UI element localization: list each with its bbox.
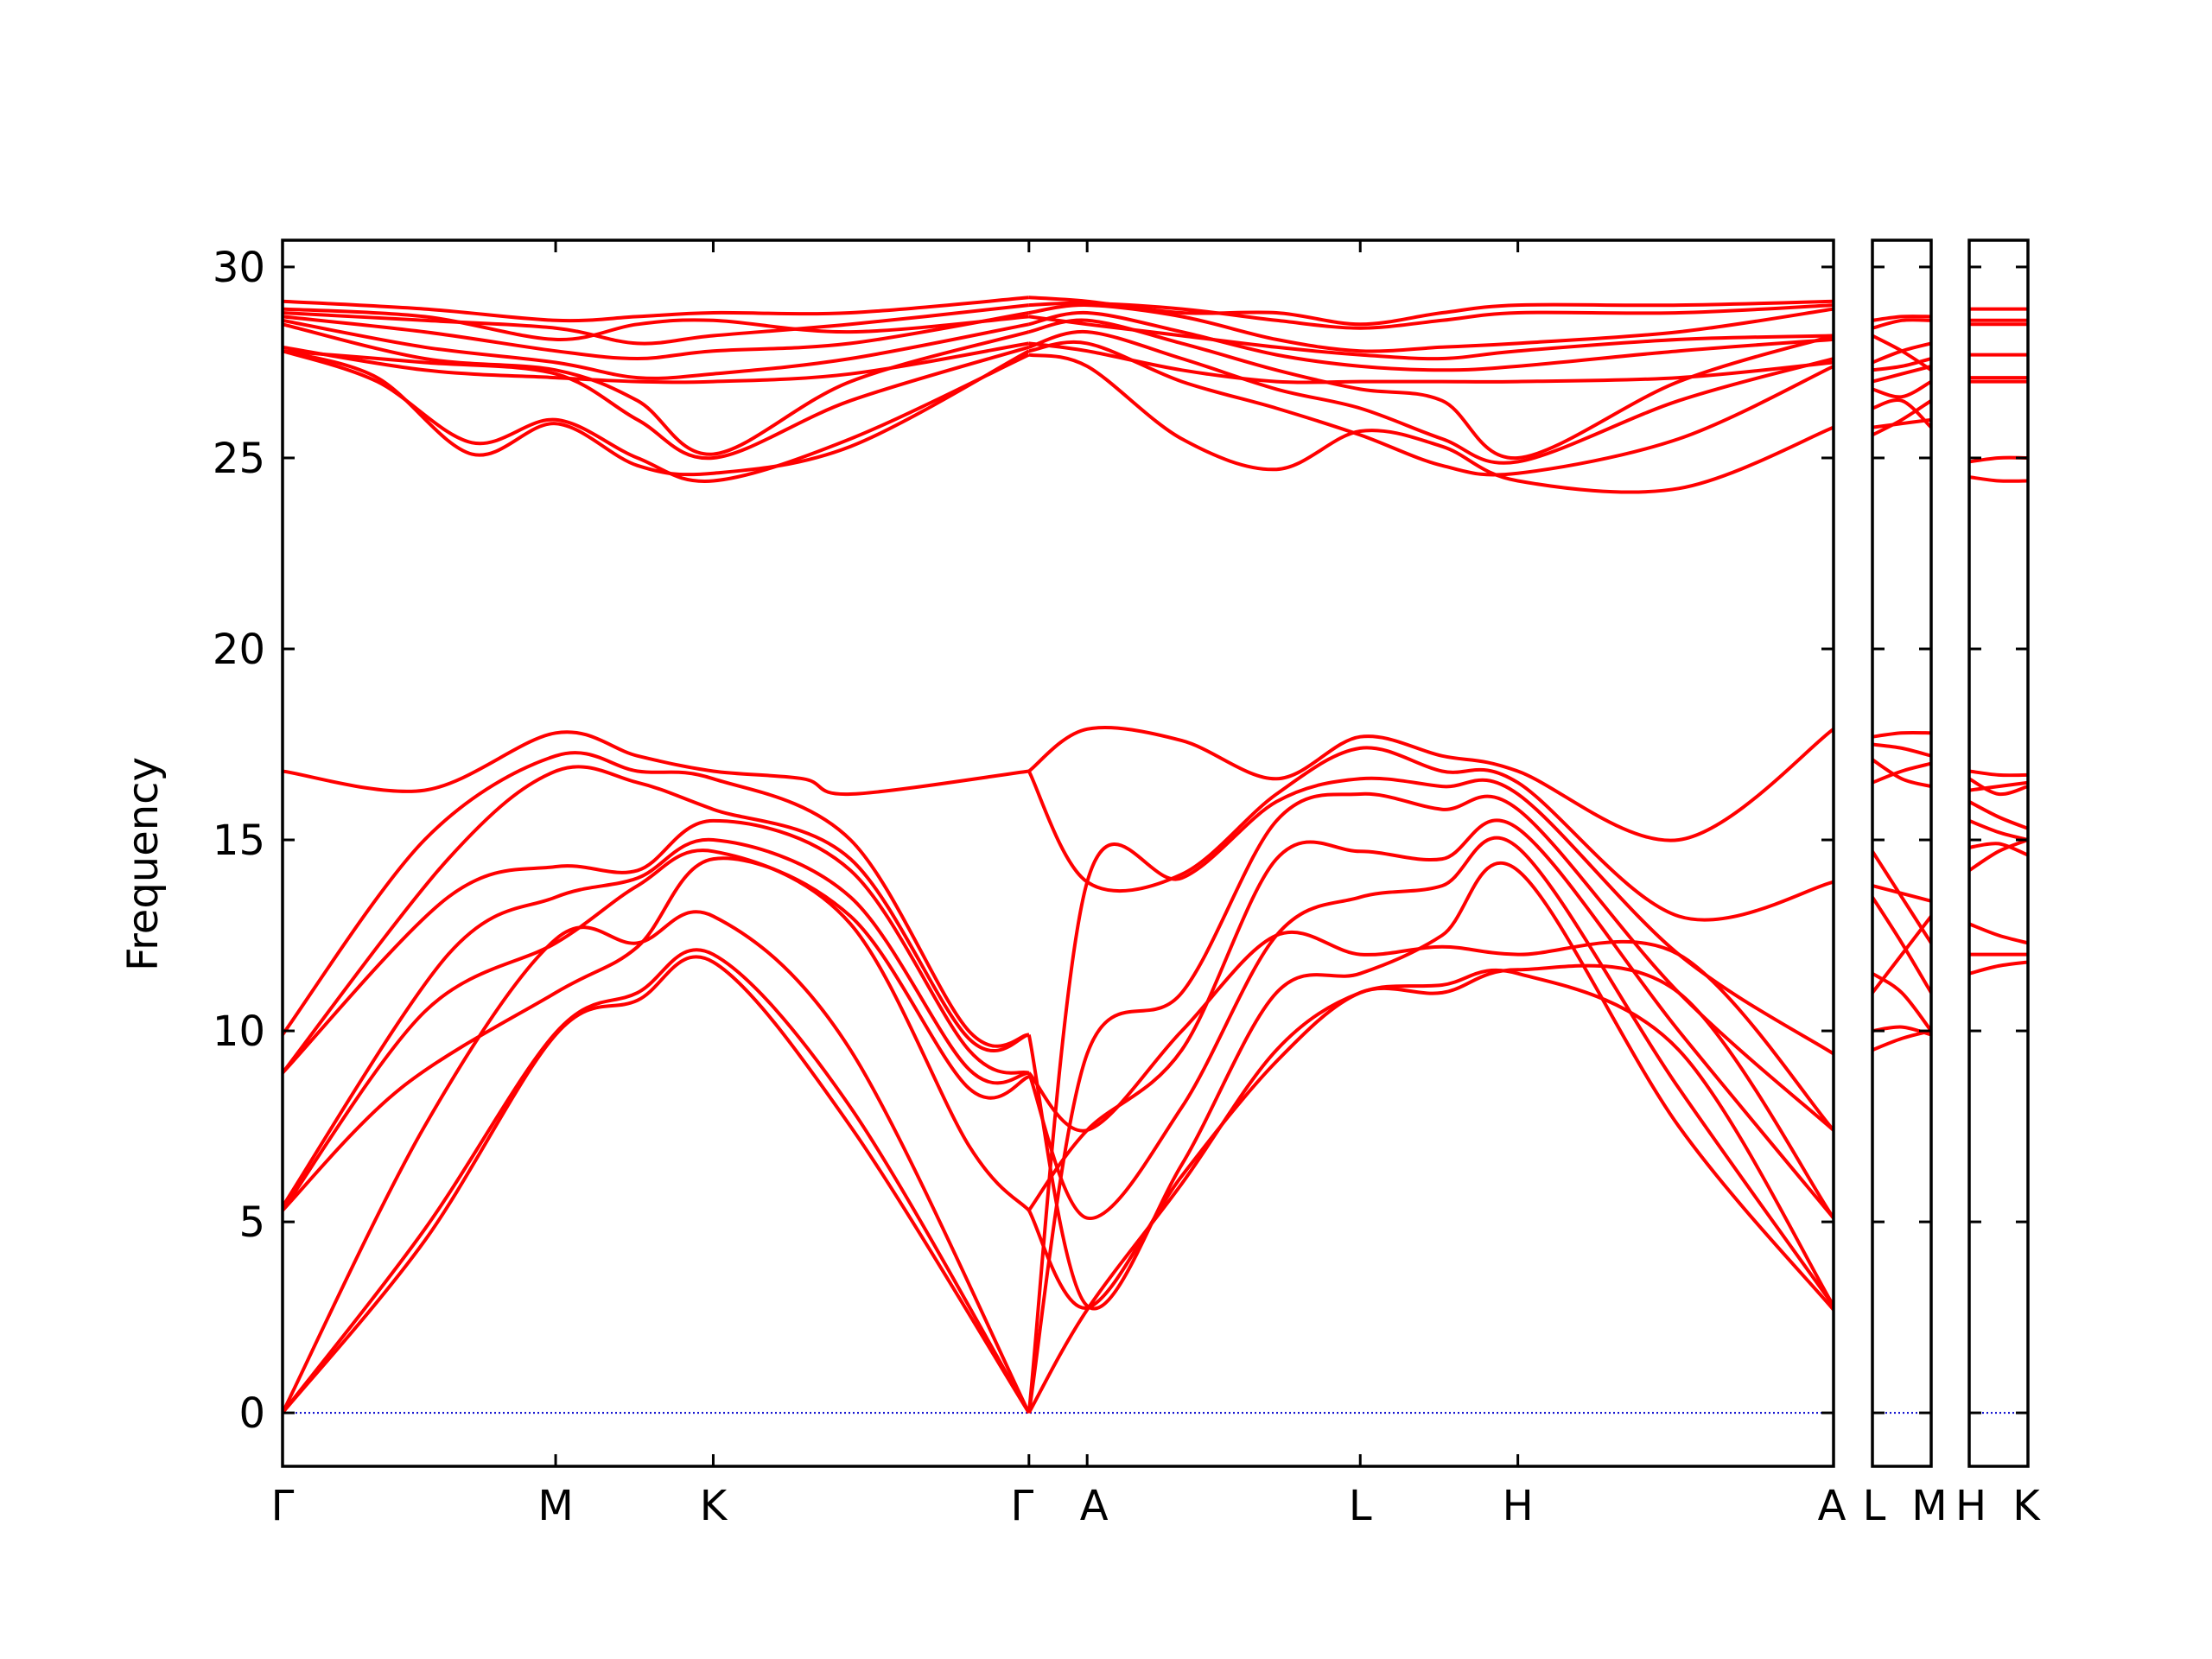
band-line: [283, 296, 1029, 323]
band-line: [283, 955, 1031, 1414]
band-line: [1872, 850, 1931, 944]
y-tick-label: 25: [213, 435, 265, 483]
band-line: [1969, 475, 2028, 483]
band-line: [1872, 896, 1931, 994]
band-line: [1872, 397, 1931, 429]
band-line: [1027, 963, 1834, 1310]
x-tick-label: L: [1349, 1482, 1372, 1530]
band-line: [1872, 364, 1931, 384]
band-line: [1872, 399, 1931, 437]
band-line: [1028, 301, 1834, 330]
band-line: [1027, 776, 1834, 1414]
band-line: [283, 837, 1030, 1208]
band-line: [283, 730, 1030, 797]
band-line: [1872, 971, 1931, 1033]
band-line: [1028, 341, 1834, 385]
band-line: [283, 307, 1029, 341]
band-line: [1027, 836, 1834, 1307]
x-tick-label: Γ: [271, 1482, 295, 1530]
band-line: [1028, 315, 1834, 361]
band-line: [283, 341, 1030, 385]
band-line: [1872, 379, 1931, 399]
band-line: [1027, 930, 1834, 1133]
band-line: [283, 345, 1030, 461]
band-line: [283, 910, 1031, 1414]
x-tick-label: H: [1955, 1482, 1986, 1530]
band-line: [283, 818, 1030, 1075]
band-line: [1969, 842, 2028, 857]
band-line: [283, 322, 1030, 456]
band-line: [1872, 730, 1931, 739]
band-line: [1027, 746, 1834, 922]
x-tick-label: M: [537, 1482, 573, 1530]
band-line: [1027, 791, 1834, 1414]
band-line: [1969, 777, 2028, 797]
plot-area: [283, 296, 2028, 1414]
band-line: [283, 311, 1030, 360]
y-tick-label: 15: [213, 817, 265, 865]
band-line: [283, 765, 1030, 1074]
band-line: [1872, 915, 1931, 995]
x-tick-label: A: [1080, 1482, 1109, 1530]
y-tick-label: 30: [213, 244, 265, 292]
x-tick-label: L: [1863, 1482, 1886, 1530]
band-line: [1028, 353, 1834, 494]
band-line: [1028, 296, 1834, 327]
band-line: [1027, 726, 1834, 842]
band-line: [1872, 318, 1931, 330]
band-line: [283, 856, 1030, 1212]
band-line: [1872, 742, 1931, 758]
band-line: [283, 349, 1030, 477]
band-line: [1872, 334, 1931, 372]
band-line: [1969, 769, 2028, 778]
band-line: [1027, 818, 1834, 1219]
band-line: [1028, 310, 1834, 372]
band-line: [1969, 960, 2028, 976]
band-line: [283, 318, 1030, 380]
band-line: [1872, 758, 1931, 789]
band-line: [1872, 315, 1931, 322]
x-tick-label: Γ: [1010, 1482, 1033, 1530]
band-line: [283, 303, 1030, 346]
band-line: [1969, 922, 2028, 945]
x-tick-label: M: [1911, 1482, 1947, 1530]
band-line: [1969, 819, 2028, 842]
y-tick-label: 10: [213, 1007, 265, 1056]
x-tick-label: H: [1503, 1482, 1534, 1530]
band-line: [283, 751, 1030, 1048]
band-line: [1872, 761, 1931, 785]
band-line: [1969, 780, 2028, 792]
band-line: [1027, 861, 1834, 1312]
x-tick-label: K: [700, 1482, 728, 1530]
panel-frame: [281, 238, 1835, 1468]
y-tick-label: 5: [238, 1198, 265, 1247]
band-line: [1872, 357, 1931, 372]
band-line: [283, 849, 1031, 1212]
panel-frame: [1871, 238, 1933, 1468]
y-tick-label: 0: [238, 1389, 265, 1438]
x-tick-label: A: [1818, 1482, 1847, 1530]
band-line: [1969, 838, 2028, 873]
band-line: [1872, 884, 1931, 903]
band-line: [1028, 330, 1834, 465]
panel-frame: [1967, 238, 2030, 1468]
x-tick-label: K: [2012, 1482, 2041, 1530]
y-axis-label: Frequency: [119, 757, 168, 971]
band-line: [1969, 800, 2028, 830]
band-line: [283, 948, 1031, 1414]
y-tick-label: 20: [213, 626, 265, 674]
